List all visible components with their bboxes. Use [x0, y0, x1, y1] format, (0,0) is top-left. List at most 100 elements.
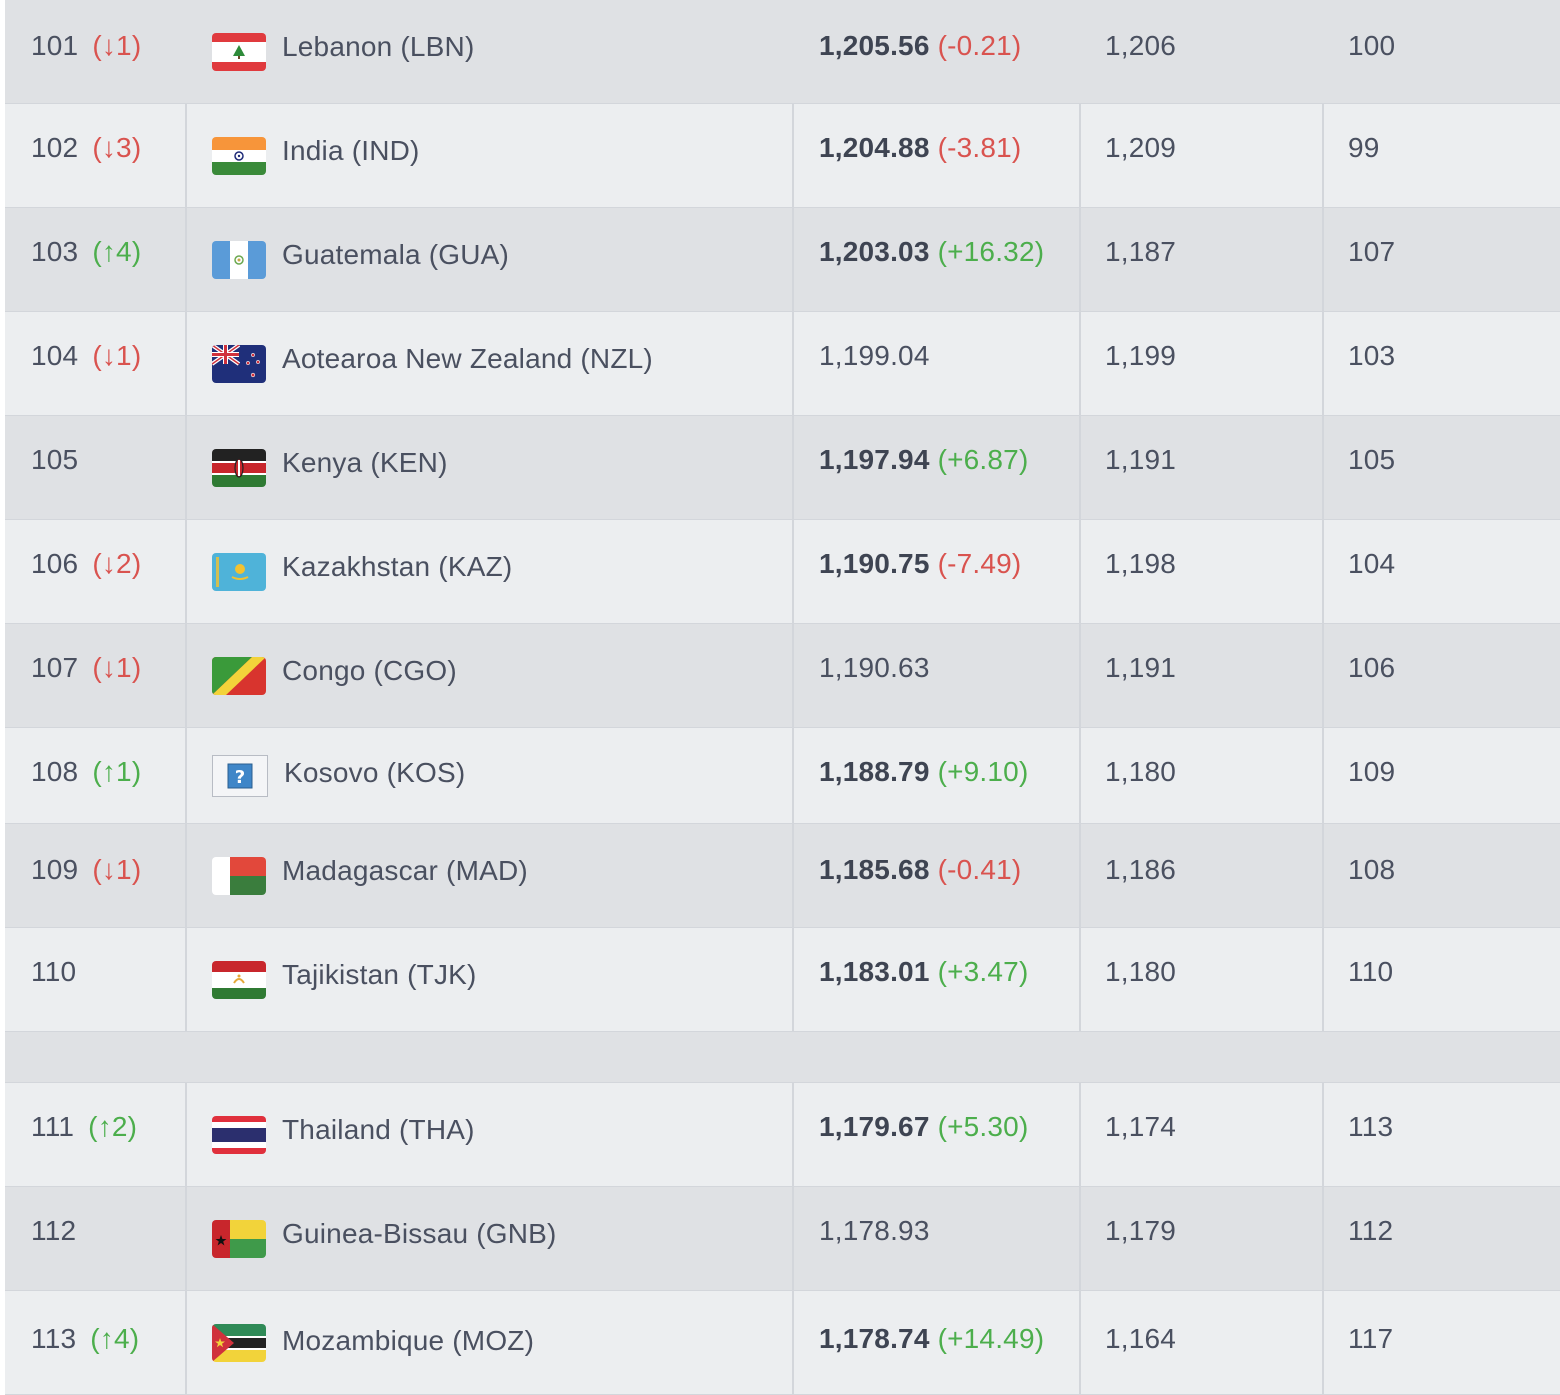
country-name[interactable]: Aotearoa New Zealand (NZL): [282, 343, 653, 374]
total-points: 1,197.94: [819, 444, 930, 475]
country-name[interactable]: Guinea-Bissau (GNB): [282, 1218, 557, 1249]
country-name[interactable]: India (IND): [282, 135, 420, 166]
total-points: 1,188.79: [819, 756, 930, 787]
new-zealand-flag-icon: [212, 345, 266, 383]
country-name[interactable]: Madagascar (MAD): [282, 855, 528, 886]
country-name[interactable]: Kosovo (KOS): [284, 757, 466, 788]
previous-rank: 103: [1348, 340, 1396, 371]
table-row[interactable]: 107 (↓1) Congo (CGO) 1,190.63 1,191 106: [5, 624, 1560, 728]
unknown-flag-icon: ?: [212, 755, 268, 797]
previous-rank: 100: [1348, 30, 1396, 61]
points-change: (+6.87): [937, 444, 1029, 475]
previous-points: 1,179: [1105, 1215, 1177, 1246]
rank-number: 104: [31, 340, 79, 371]
previous-rank: 108: [1348, 854, 1396, 885]
total-points: 1,185.68: [819, 854, 930, 885]
previous-points: 1,198: [1105, 548, 1177, 579]
total-points: 1,190.75: [819, 548, 930, 579]
country-name[interactable]: Lebanon (LBN): [282, 31, 475, 62]
points-change: (+16.32): [937, 236, 1045, 267]
thailand-flag-icon: [212, 1116, 266, 1154]
table-row[interactable]: 110 Tajikistan (TJK) 1,183.01 (+3.47) 1,…: [5, 928, 1560, 1032]
total-points: 1,190.63: [819, 652, 930, 683]
rank-number: 111: [31, 1111, 75, 1142]
tajikistan-flag-icon: [212, 961, 266, 999]
country-name[interactable]: Congo (CGO): [282, 655, 457, 686]
table-row[interactable]: 105 Kenya (KEN) 1,197.94 (+6.87) 1,191 1…: [5, 416, 1560, 520]
country-name[interactable]: Tajikistan (TJK): [282, 959, 477, 990]
previous-points: 1,180: [1105, 756, 1177, 787]
table-row[interactable]: 108 (↑1) ? Kosovo (KOS) 1,188.79 (+9.10) …: [5, 728, 1560, 824]
kenya-flag-icon: [212, 449, 266, 487]
previous-rank: 105: [1348, 444, 1396, 475]
rank-number: 106: [31, 548, 79, 579]
rank-number: 101: [31, 30, 79, 61]
rank-change: (↑2): [88, 1111, 138, 1142]
lebanon-flag-icon: [212, 33, 266, 71]
previous-points: 1,164: [1105, 1323, 1177, 1354]
congo-flag-icon: [212, 657, 266, 695]
points-change: (-0.41): [937, 854, 1022, 885]
table-row[interactable]: 102 (↓3) India (IND) 1,204.88 (-3.81) 1,2…: [5, 104, 1560, 208]
rank-change: (↓1): [92, 30, 142, 61]
points-change: (+5.30): [937, 1111, 1029, 1142]
table-row[interactable]: 113 (↑4) Mozambique (MOZ) 1,178.74 (+14.4…: [5, 1291, 1560, 1395]
rank-number: 109: [31, 854, 79, 885]
row-separator: [5, 1032, 1560, 1083]
rank-change: (↑4): [90, 1323, 140, 1354]
table-row[interactable]: 104 (↓1) Aotearoa New Zealand (NZL) 1,199…: [5, 312, 1560, 416]
rank-change: (↓1): [92, 652, 142, 683]
rank-change: (↓1): [92, 340, 142, 371]
rank-number: 103: [31, 236, 79, 267]
table-row[interactable]: 101 (↓1) Lebanon (LBN) 1,205.56 (-0.21) 1…: [5, 0, 1560, 104]
previous-rank: 112: [1348, 1215, 1394, 1246]
previous-points: 1,206: [1105, 30, 1177, 61]
rank-change: (↓3): [92, 132, 142, 163]
rank-number: 110: [31, 956, 77, 987]
rank-change: (↓2): [92, 548, 142, 579]
country-name[interactable]: Thailand (THA): [282, 1114, 475, 1145]
india-flag-icon: [212, 137, 266, 175]
table-row[interactable]: 103 (↑4) Guatemala (GUA) 1,203.03 (+16.32…: [5, 208, 1560, 312]
guinea-bissau-flag-icon: [212, 1220, 266, 1258]
points-change: (-3.81): [937, 132, 1022, 163]
points-change: (+14.49): [937, 1323, 1045, 1354]
total-points: 1,183.01: [819, 956, 930, 987]
points-change: (-0.21): [937, 30, 1022, 61]
rank-change: (↓1): [92, 854, 142, 885]
rank-number: 105: [31, 444, 79, 475]
svg-text:?: ?: [235, 767, 245, 788]
kazakhstan-flag-icon: [212, 553, 266, 591]
total-points: 1,179.67: [819, 1111, 930, 1142]
rank-number: 107: [31, 652, 79, 683]
madagascar-flag-icon: [212, 857, 266, 895]
previous-rank: 109: [1348, 756, 1396, 787]
table-row[interactable]: 111 (↑2) Thailand (THA) 1,179.67 (+5.30) …: [5, 1083, 1560, 1187]
rank-number: 108: [31, 756, 79, 787]
previous-points: 1,187: [1105, 236, 1177, 267]
previous-points: 1,199: [1105, 340, 1177, 371]
table-row[interactable]: 112 Guinea-Bissau (GNB) 1,178.93 1,179 1…: [5, 1187, 1560, 1291]
previous-rank: 107: [1348, 236, 1396, 267]
total-points: 1,199.04: [819, 340, 930, 371]
country-name[interactable]: Kazakhstan (KAZ): [282, 551, 513, 582]
country-name[interactable]: Kenya (KEN): [282, 447, 448, 478]
total-points: 1,178.74: [819, 1323, 930, 1354]
rank-change: (↑1): [92, 756, 142, 787]
points-change: (+9.10): [937, 756, 1029, 787]
previous-rank: 106: [1348, 652, 1396, 683]
country-name[interactable]: Guatemala (GUA): [282, 239, 510, 270]
total-points: 1,205.56: [819, 30, 930, 61]
rank-change: (↑4): [92, 236, 142, 267]
previous-points: 1,209: [1105, 132, 1177, 163]
country-name[interactable]: Mozambique (MOZ): [282, 1325, 535, 1356]
previous-rank: 113: [1348, 1111, 1394, 1142]
previous-rank: 117: [1348, 1323, 1394, 1354]
table-row[interactable]: 106 (↓2) Kazakhstan (KAZ) 1,190.75 (-7.49…: [5, 520, 1560, 624]
points-change: (+3.47): [937, 956, 1029, 987]
total-points: 1,204.88: [819, 132, 930, 163]
previous-points: 1,191: [1105, 652, 1177, 683]
points-change: (-7.49): [937, 548, 1022, 579]
total-points: 1,178.93: [819, 1215, 930, 1246]
table-row[interactable]: 109 (↓1) Madagascar (MAD) 1,185.68 (-0.41…: [5, 824, 1560, 928]
